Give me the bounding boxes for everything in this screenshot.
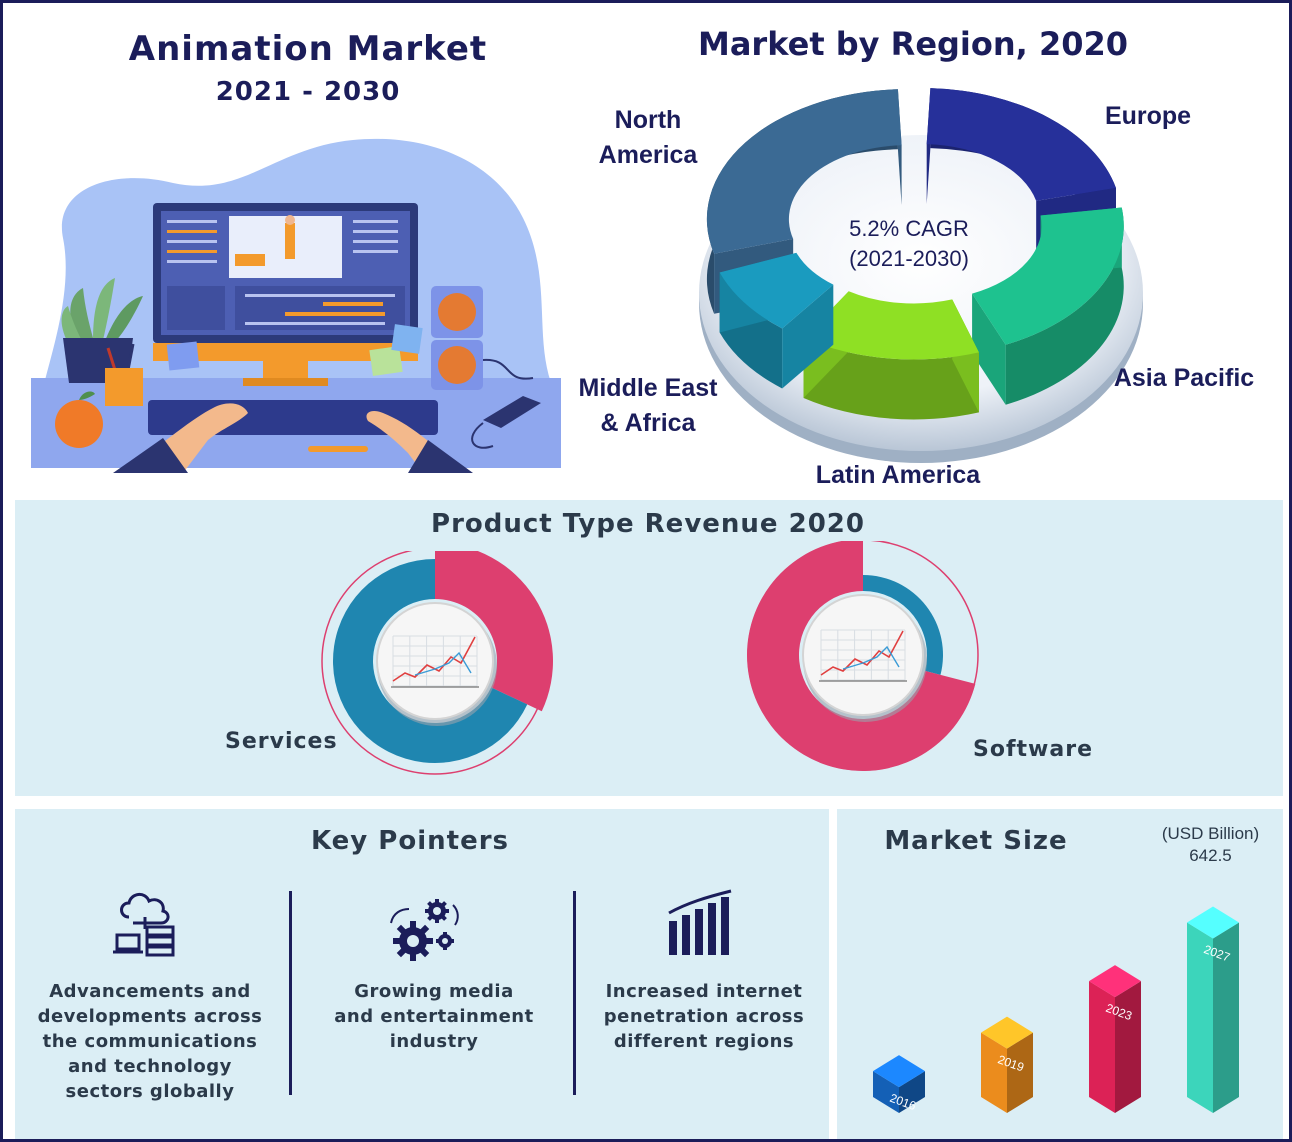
label-latin-america: Latin America <box>815 461 981 489</box>
region-slice-middle-east-africa <box>719 252 834 389</box>
label-mea-line2: & Africa <box>600 409 696 437</box>
sticky-note <box>369 346 403 376</box>
region-slice-asia-pacific <box>972 207 1124 405</box>
pointer-2-text: Growing media and entertainment industry <box>313 979 555 1054</box>
speaker-icon <box>431 286 534 390</box>
line-chart-icon <box>819 629 907 682</box>
cloud-server-icon <box>113 893 175 957</box>
badge-face <box>802 594 924 716</box>
bar-chart-icon <box>668 889 732 955</box>
region-donut-chart: 5.2% CAGR (2021-2030) <box>699 88 1143 463</box>
donut-slice-software <box>747 541 976 771</box>
orange-icon <box>55 400 103 448</box>
sticky-note <box>166 341 200 371</box>
desk-illustration <box>31 138 561 473</box>
pointer-1-text: Advancements and developments across the… <box>25 979 275 1104</box>
cagr-line-2: (2021-2030) <box>849 246 969 271</box>
donut-slice-other <box>435 551 553 712</box>
pointer-1-line: and technology <box>68 1056 232 1077</box>
region-chart-title: Market by Region, 2020 <box>697 25 1129 63</box>
sleeve-right <box>408 440 473 473</box>
pointer-1-line: the communications <box>42 1031 258 1052</box>
label-north-america-line2: America <box>598 141 698 169</box>
pointer-3-line: Increased internet <box>605 981 803 1002</box>
page-subtitle: 2021 - 2030 <box>215 77 401 107</box>
pointer-1-line: developments across <box>37 1006 263 1027</box>
pointer-1-line: Advancements and <box>49 981 251 1002</box>
pen-icon <box>308 446 368 452</box>
region-slice-latin-america <box>803 291 979 420</box>
software-donut-chart <box>747 541 979 771</box>
pointer-2-line: and entertainment <box>334 1006 534 1027</box>
pointer-2-line: industry <box>389 1031 479 1052</box>
label-mea-line1: Middle East <box>578 374 718 402</box>
label-north-america-line1: North <box>614 106 682 134</box>
sticky-note <box>391 324 423 354</box>
product-type-title: Product Type Revenue 2020 <box>431 509 865 539</box>
pointer-divider <box>573 891 576 1095</box>
phone-icon <box>471 396 541 449</box>
key-pointers-section <box>15 809 829 1139</box>
donut-slice-other <box>863 575 943 675</box>
cagr-line-1: 5.2% CAGR <box>849 216 969 241</box>
market-size-title: Market Size <box>884 826 1068 856</box>
bar-2027: 2027 <box>1187 906 1239 1113</box>
pointer-3-line: penetration across <box>603 1006 805 1027</box>
pointer-1-line: sectors globally <box>65 1081 235 1102</box>
pointer-3-line: different regions <box>613 1031 795 1052</box>
sleeve-left <box>113 438 188 473</box>
monitor-icon <box>153 203 418 386</box>
pointer-2-line: Growing media <box>354 981 514 1002</box>
services-label: Services <box>225 729 338 754</box>
bar-2023: 2023 <box>1089 965 1141 1113</box>
bar-2016: 2016 <box>873 1055 925 1113</box>
pointer-3-text: Increased internet penetration across di… <box>593 979 815 1054</box>
label-middle-east-africa: Middle East & Africa <box>563 371 733 441</box>
software-label: Software <box>973 737 1093 762</box>
label-north-america: North America <box>568 103 728 173</box>
key-pointers-title: Key Pointers <box>310 826 510 856</box>
page-title: Animation Market <box>128 29 488 69</box>
line-chart-icon <box>391 635 479 688</box>
product-type-section <box>15 500 1283 796</box>
services-donut-chart <box>321 551 553 775</box>
label-asia-pacific: Asia Pacific <box>1113 364 1255 392</box>
donut-slice-services <box>333 559 528 763</box>
market-size-unit: (USD Billion) <box>1161 824 1260 843</box>
label-europe: Europe <box>1104 102 1192 130</box>
market-size-bar-chart: 2016 2019 2023 2027 <box>873 906 1239 1113</box>
badge-face <box>376 602 494 720</box>
pencil-cup-icon <box>105 343 143 406</box>
pointer-divider <box>289 891 292 1095</box>
market-size-value: 642.5 <box>1189 846 1232 865</box>
bar-2019: 2019 <box>981 1016 1033 1113</box>
gears-icon <box>390 899 459 961</box>
